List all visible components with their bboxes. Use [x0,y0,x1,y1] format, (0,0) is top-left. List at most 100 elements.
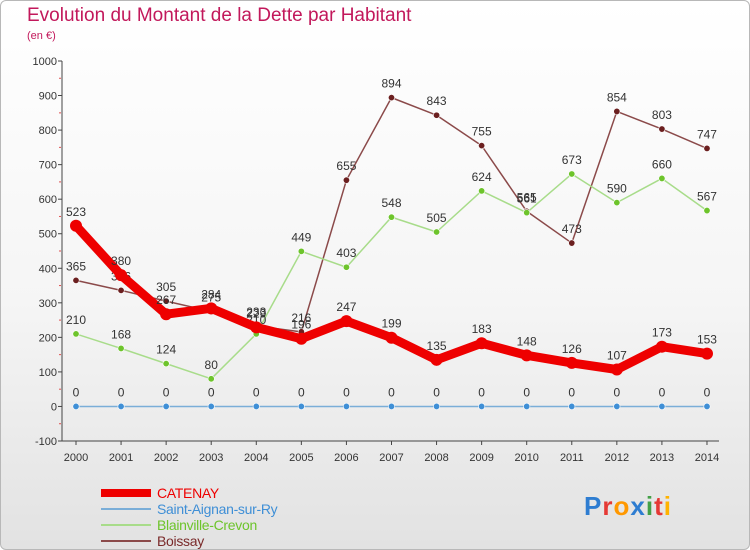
legend-item: Blainville-Crevon [101,517,277,533]
data-point [568,402,576,410]
data-point [523,402,531,410]
data-label: 233 [246,305,266,319]
data-label: 0 [208,385,215,399]
data-point [115,269,128,282]
legend-swatch [101,524,151,526]
data-point [703,144,711,152]
y-tick-label: 800 [39,125,57,137]
data-label: 567 [697,190,717,204]
data-point [520,349,533,362]
data-point [72,330,80,338]
data-point [613,402,621,410]
data-label: 894 [381,77,401,91]
data-label: 0 [73,385,80,399]
data-label: 247 [336,300,356,314]
x-tick-label: 2014 [695,452,719,464]
x-tick-label: 2004 [244,452,268,464]
data-point [475,337,488,350]
data-label: 107 [607,348,627,362]
data-label: 216 [291,311,311,325]
data-point [385,331,398,344]
chart-legend: CATENAY Saint-Aignan-sur-Ry Blainville-Cre… [101,485,278,549]
logo-letter: r [602,491,614,521]
data-label: 673 [562,153,582,167]
data-point [568,170,576,178]
data-label: 0 [704,385,711,399]
data-point [387,94,395,102]
data-label: 473 [562,222,582,236]
data-label: 548 [381,196,401,210]
data-point [430,353,443,366]
data-point [387,213,395,221]
data-label: 565 [517,190,537,204]
data-label: 0 [118,385,125,399]
legend-label: Saint-Aignan-sur-Ry [157,501,278,517]
data-label: 0 [163,385,170,399]
legend-swatch [101,489,151,497]
data-point [297,402,305,410]
legend-label: CATENAY [157,485,219,501]
x-tick-label: 2009 [469,452,493,464]
data-label: 0 [433,385,440,399]
data-point [478,402,486,410]
data-label: 153 [697,333,717,347]
data-point [478,187,486,195]
data-label: 135 [427,339,447,353]
legend-item: Saint-Aignan-sur-Ry [101,501,278,517]
data-point [658,174,666,182]
data-label: 199 [381,317,401,331]
data-label: 0 [523,385,530,399]
data-point [340,315,353,328]
data-point [162,297,170,305]
data-point [342,263,350,271]
x-tick-label: 2002 [154,452,178,464]
logo-letter: o [613,491,631,521]
data-point [72,402,80,410]
data-point [342,402,350,410]
data-label: 854 [607,90,627,104]
chart-subtitle: (en €) [27,30,56,42]
y-tick-label: 600 [39,194,57,206]
data-point [565,356,578,369]
data-label: 0 [343,385,350,399]
data-label: 168 [111,327,131,341]
data-point [250,321,263,334]
data-label: 284 [201,287,221,301]
legend-swatch [101,540,151,542]
data-point [613,199,621,207]
data-point [207,402,215,410]
data-point [162,402,170,410]
legend-swatch [101,508,151,510]
data-point [207,375,215,383]
x-tick-label: 2001 [109,452,133,464]
data-point [700,347,713,360]
data-point [342,176,350,184]
data-point [295,332,308,345]
data-point [478,142,486,150]
logo-letter: t [654,491,664,521]
data-label: 561 [517,192,537,206]
data-point [568,239,576,247]
data-label: 403 [336,246,356,260]
data-point [387,402,395,410]
y-tick-label: 100 [39,367,57,379]
y-tick-label: 500 [39,229,57,241]
data-point [655,340,668,353]
data-label: 183 [472,322,492,336]
data-point [433,111,441,119]
data-point [433,402,441,410]
y-tick-label: -100 [35,436,57,448]
data-label: 196 [291,318,311,332]
data-label: 0 [298,385,305,399]
data-label: 0 [568,385,575,399]
legend-label: Boissay [157,533,204,549]
data-label: 803 [652,108,672,122]
data-point [160,308,173,321]
data-point [117,344,125,352]
data-label: 0 [253,385,260,399]
x-tick-label: 2012 [605,452,629,464]
data-point [433,228,441,236]
y-tick-label: 1000 [33,56,57,68]
data-label: 0 [613,385,620,399]
